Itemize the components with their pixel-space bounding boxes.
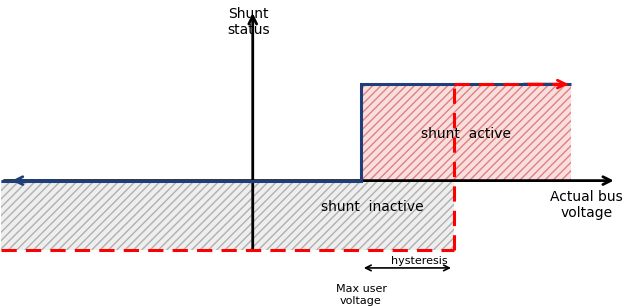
Text: Actual bus
voltage: Actual bus voltage	[550, 190, 623, 220]
Text: Max user
voltage: Max user voltage	[335, 284, 387, 306]
Text: Shunt
status: Shunt status	[228, 7, 270, 37]
Text: shunt  active: shunt active	[421, 127, 511, 141]
Bar	[1, 181, 454, 250]
Text: shunt  inactive: shunt inactive	[321, 200, 424, 214]
Text: hysteresis: hysteresis	[391, 256, 448, 267]
Bar	[361, 84, 571, 181]
Bar	[1, 181, 454, 250]
Bar	[361, 84, 571, 181]
